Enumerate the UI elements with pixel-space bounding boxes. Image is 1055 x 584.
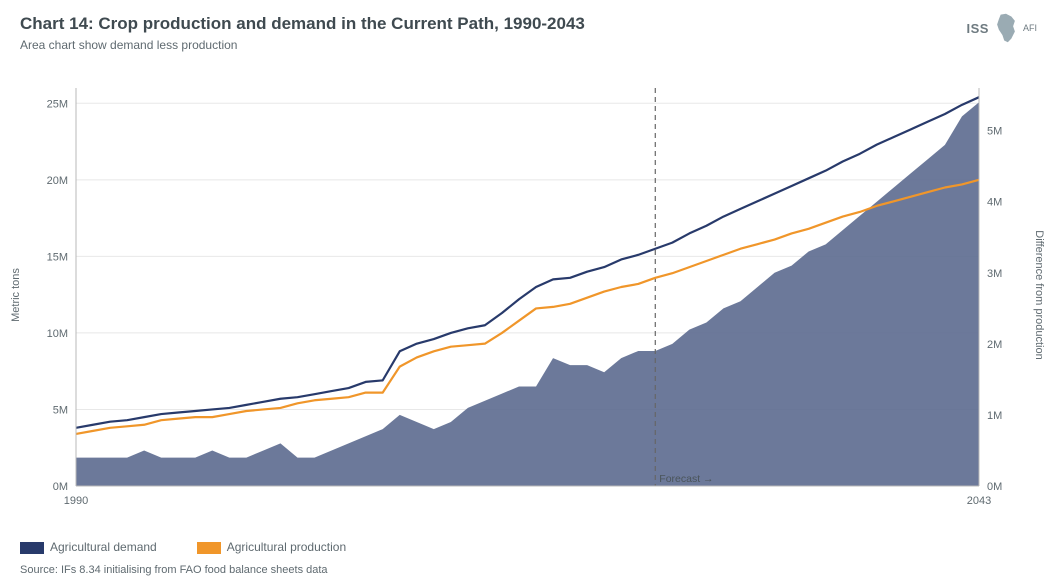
svg-text:25M: 25M xyxy=(47,98,68,110)
logo-text-left: ISS xyxy=(967,21,989,36)
iss-afi-logo: ISS AFI xyxy=(967,12,1037,44)
svg-text:20M: 20M xyxy=(47,175,68,187)
chart-subtitle: Area chart show demand less production xyxy=(20,38,1035,52)
legend: Agricultural demand Agricultural product… xyxy=(20,540,346,554)
svg-text:2M: 2M xyxy=(987,339,1002,351)
svg-text:15M: 15M xyxy=(47,251,68,263)
chart-svg: 0M 5M 10M 15M 20M 25M 0M 1M 2M 3M 4M 5M 1990 2043 Fore… xyxy=(20,70,1035,520)
svg-text:0M: 0M xyxy=(53,481,68,493)
svg-text:5M: 5M xyxy=(53,404,68,416)
chart-area: Metric tons Difference from production 0… xyxy=(20,70,1035,520)
svg-text:0M: 0M xyxy=(987,481,1002,493)
legend-label: Agricultural demand xyxy=(50,540,157,554)
svg-text:1M: 1M xyxy=(987,410,1002,422)
y-axis-left-label: Metric tons xyxy=(10,268,22,322)
chart-title: Chart 14: Crop production and demand in … xyxy=(20,14,1035,34)
logo-text-right: AFI xyxy=(1023,23,1037,33)
legend-label: Agricultural production xyxy=(227,540,346,554)
africa-icon xyxy=(991,12,1021,44)
source-footer: Source: IFs 8.34 initialising from FAO f… xyxy=(20,564,328,576)
svg-text:10M: 10M xyxy=(47,328,68,340)
svg-text:Forecast →: Forecast → xyxy=(659,473,713,485)
svg-text:4M: 4M xyxy=(987,197,1002,209)
svg-text:3M: 3M xyxy=(987,268,1002,280)
legend-item-demand: Agricultural demand xyxy=(20,540,157,554)
svg-text:2043: 2043 xyxy=(967,495,991,507)
legend-item-production: Agricultural production xyxy=(197,540,346,554)
chart-header: Chart 14: Crop production and demand in … xyxy=(0,0,1055,58)
y-axis-right-label: Difference from production xyxy=(1033,230,1045,359)
svg-text:1990: 1990 xyxy=(64,495,88,507)
svg-text:5M: 5M xyxy=(987,126,1002,138)
